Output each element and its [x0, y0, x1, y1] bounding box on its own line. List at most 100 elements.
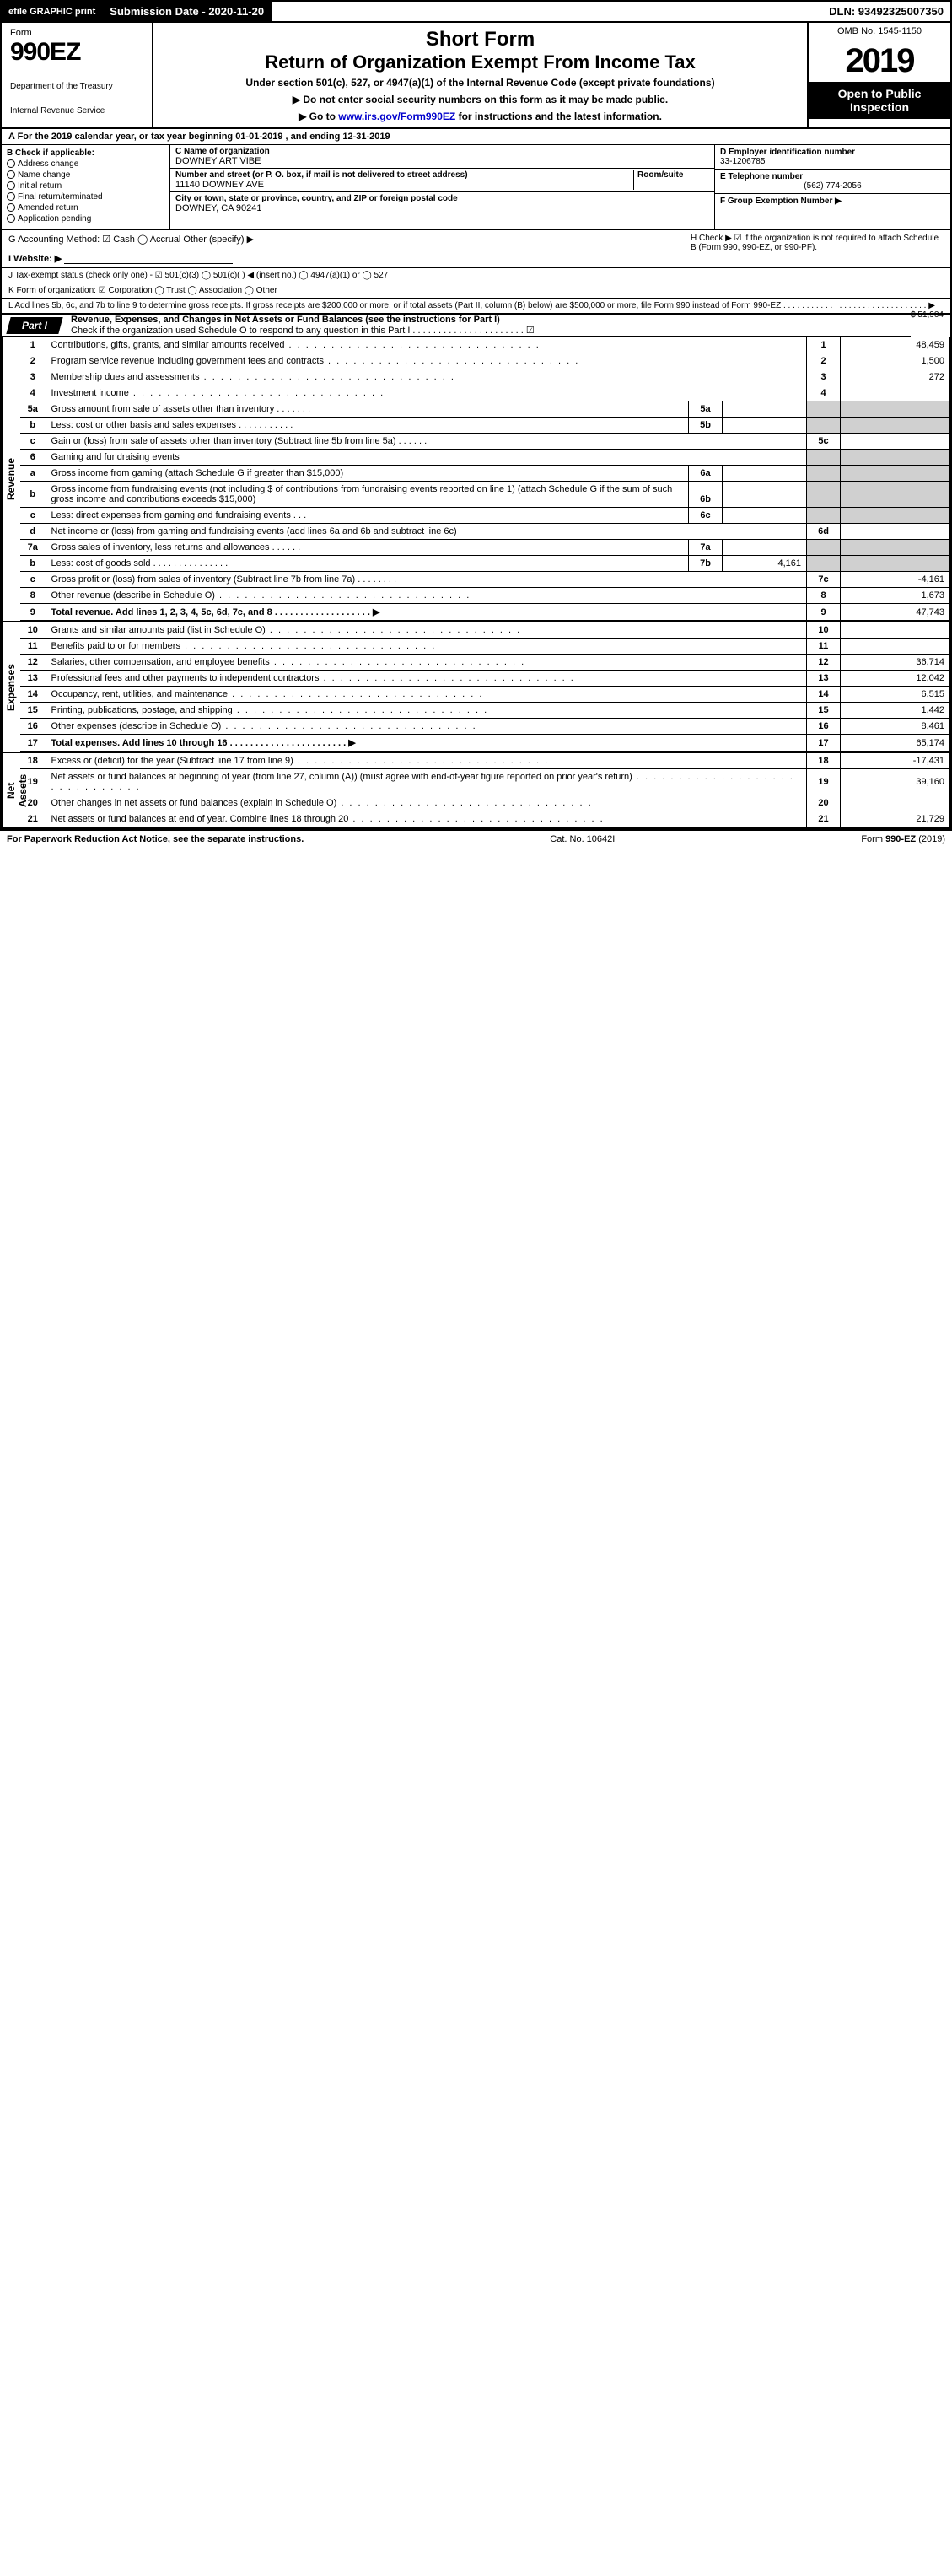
chk-application-pending[interactable]: Application pending: [7, 214, 164, 224]
line-6a-desc: Gross income from gaming (attach Schedul…: [51, 468, 344, 478]
goto-pre: ▶ Go to: [299, 110, 338, 122]
line-7a-subval: [723, 540, 807, 556]
dept-treasury: Department of the Treasury: [10, 82, 143, 91]
dln-label: DLN: 93492325007350: [822, 2, 950, 21]
header-left: Form 990EZ Department of the Treasury In…: [2, 23, 153, 127]
part-i-title: Revenue, Expenses, and Changes in Net As…: [61, 315, 911, 336]
revenue-section: Revenue 1Contributions, gifts, grants, a…: [2, 337, 950, 622]
line-6b-desc: Gross income from fundraising events (no…: [51, 484, 673, 504]
line-l-value: $ 51,904: [911, 310, 944, 320]
revenue-side-tab: Revenue: [2, 337, 20, 621]
line-k-form-org: K Form of organization: ☑ Corporation ◯ …: [2, 283, 950, 299]
line-18-val: -17,431: [841, 753, 950, 769]
line-6-desc: Gaming and fundraising events: [46, 450, 807, 466]
line-5b-desc: Less: cost or other basis and sales expe…: [51, 420, 237, 430]
chk-initial-return[interactable]: Initial return: [7, 181, 164, 191]
chk-name-change[interactable]: Name change: [7, 170, 164, 180]
topbar: efile GRAPHIC print Submission Date - 20…: [2, 2, 950, 23]
expenses-table: 10Grants and similar amounts paid (list …: [20, 622, 950, 752]
website-blank: [64, 254, 233, 264]
line-5b-subval: [723, 418, 807, 434]
line-7b-desc: Less: cost of goods sold: [51, 558, 151, 569]
line-5a-desc: Gross amount from sale of assets other t…: [51, 404, 275, 414]
net-assets-side-tab: Net Assets: [2, 752, 20, 827]
section-c-name-address: C Name of organization DOWNEY ART VIBE N…: [170, 145, 714, 229]
inspect-line1: Open to Public: [812, 87, 947, 100]
section-b-check: B Check if applicable: Address change Na…: [2, 145, 170, 229]
line-4-desc: Investment income: [51, 388, 129, 398]
chk-address-change[interactable]: Address change: [7, 159, 164, 169]
line-j-tax-exempt: J Tax-exempt status (check only one) - ☑…: [2, 268, 950, 283]
revenue-table: 1Contributions, gifts, grants, and simil…: [20, 337, 950, 621]
goto-instructions: ▶ Go to www.irs.gov/Form990EZ for instru…: [160, 110, 800, 122]
line-19-desc: Net assets or fund balances at beginning…: [51, 772, 632, 782]
f-group-label: F Group Exemption Number ▶: [720, 197, 945, 206]
line-7a-desc: Gross sales of inventory, less returns a…: [51, 542, 270, 552]
part-i-check-o: Check if the organization used Schedule …: [71, 326, 535, 336]
header-center: Short Form Return of Organization Exempt…: [153, 23, 807, 127]
line-2-desc: Program service revenue including govern…: [51, 356, 324, 366]
chk-amended-return[interactable]: Amended return: [7, 203, 164, 213]
line-5a-subval: [723, 401, 807, 418]
inspect-line2: Inspection: [812, 100, 947, 114]
line-3-val: 272: [841, 369, 950, 385]
lines-g-h: G Accounting Method: ☑ Cash ◯ Accrual Ot…: [2, 230, 950, 268]
line-6c-subval: [723, 508, 807, 524]
line-12-val: 36,714: [841, 655, 950, 671]
goto-link[interactable]: www.irs.gov/Form990EZ: [338, 110, 455, 122]
line-11-desc: Benefits paid to or for members: [51, 641, 180, 651]
c-name-label: C Name of organization: [175, 147, 709, 156]
line-7c-desc: Gross profit or (loss) from sales of inv…: [51, 574, 356, 585]
line-6d-desc: Net income or (loss) from gaming and fun…: [46, 524, 807, 540]
line-15-val: 1,442: [841, 703, 950, 719]
e-phone-label: E Telephone number: [720, 172, 945, 181]
d-ein-label: D Employer identification number: [720, 148, 945, 157]
line-7c-val: -4,161: [841, 572, 950, 588]
goto-post: for instructions and the latest informat…: [455, 110, 662, 122]
line-i-website: I Website: ▶: [8, 254, 62, 264]
line-a-tax-year: A For the 2019 calendar year, or tax yea…: [2, 129, 950, 145]
part-i-header: Part I Revenue, Expenses, and Changes in…: [2, 315, 911, 337]
form-header: Form 990EZ Department of the Treasury In…: [2, 23, 950, 129]
open-to-public-inspection: Open to Public Inspection: [809, 82, 950, 119]
part-i-tab: Part I: [6, 317, 62, 334]
d-ein-value: 33-1206785: [720, 157, 945, 166]
line-6d-val: [841, 524, 950, 540]
line-10-val: [841, 622, 950, 639]
line-21-val: 21,729: [841, 811, 950, 827]
line-g-accounting: G Accounting Method: ☑ Cash ◯ Accrual Ot…: [8, 234, 691, 245]
title-short-form: Short Form: [160, 28, 800, 51]
line-3-desc: Membership dues and assessments: [51, 372, 200, 382]
efile-print-label: efile GRAPHIC print: [2, 2, 103, 21]
line-6b-subval: [723, 482, 807, 508]
tax-year: 2019: [809, 40, 950, 82]
entity-block: B Check if applicable: Address change Na…: [2, 145, 950, 230]
line-5c-val: [841, 434, 950, 450]
page-footer: For Paperwork Reduction Act Notice, see …: [0, 831, 952, 848]
line-l-gross-receipts: L Add lines 5b, 6c, and 7b to line 9 to …: [2, 299, 950, 315]
addr-value: 11140 DOWNEY AVE: [175, 180, 633, 190]
line-4-val: [841, 385, 950, 401]
line-11-val: [841, 639, 950, 655]
line-16-val: 8,461: [841, 719, 950, 735]
e-phone-value: (562) 774-2056: [720, 181, 945, 191]
net-assets-table: 18Excess or (deficit) for the year (Subt…: [20, 752, 950, 827]
line-15-desc: Printing, publications, postage, and shi…: [51, 705, 233, 715]
section-b-label: B Check if applicable:: [7, 148, 164, 158]
expenses-side-tab: Expenses: [2, 622, 20, 752]
city-label: City or town, state or province, country…: [175, 194, 709, 203]
expenses-section: Expenses 10Grants and similar amounts pa…: [2, 622, 950, 752]
line-19-val: 39,160: [841, 769, 950, 795]
line-6a-subval: [723, 466, 807, 482]
footer-form-ref: Form 990-EZ (2019): [861, 834, 945, 844]
chk-final-return[interactable]: Final return/terminated: [7, 192, 164, 202]
subtitle-section: Under section 501(c), 527, or 4947(a)(1)…: [160, 77, 800, 89]
footer-cat-no: Cat. No. 10642I: [304, 834, 861, 844]
line-5c-desc: Gain or (loss) from sale of assets other…: [51, 436, 396, 446]
line-17-val: 65,174: [841, 735, 950, 752]
line-16-desc: Other expenses (describe in Schedule O): [51, 721, 222, 731]
line-7b-subval: 4,161: [723, 556, 807, 572]
line-8-val: 1,673: [841, 588, 950, 604]
line-14-desc: Occupancy, rent, utilities, and maintena…: [51, 689, 229, 699]
line-1-val: 48,459: [841, 337, 950, 353]
